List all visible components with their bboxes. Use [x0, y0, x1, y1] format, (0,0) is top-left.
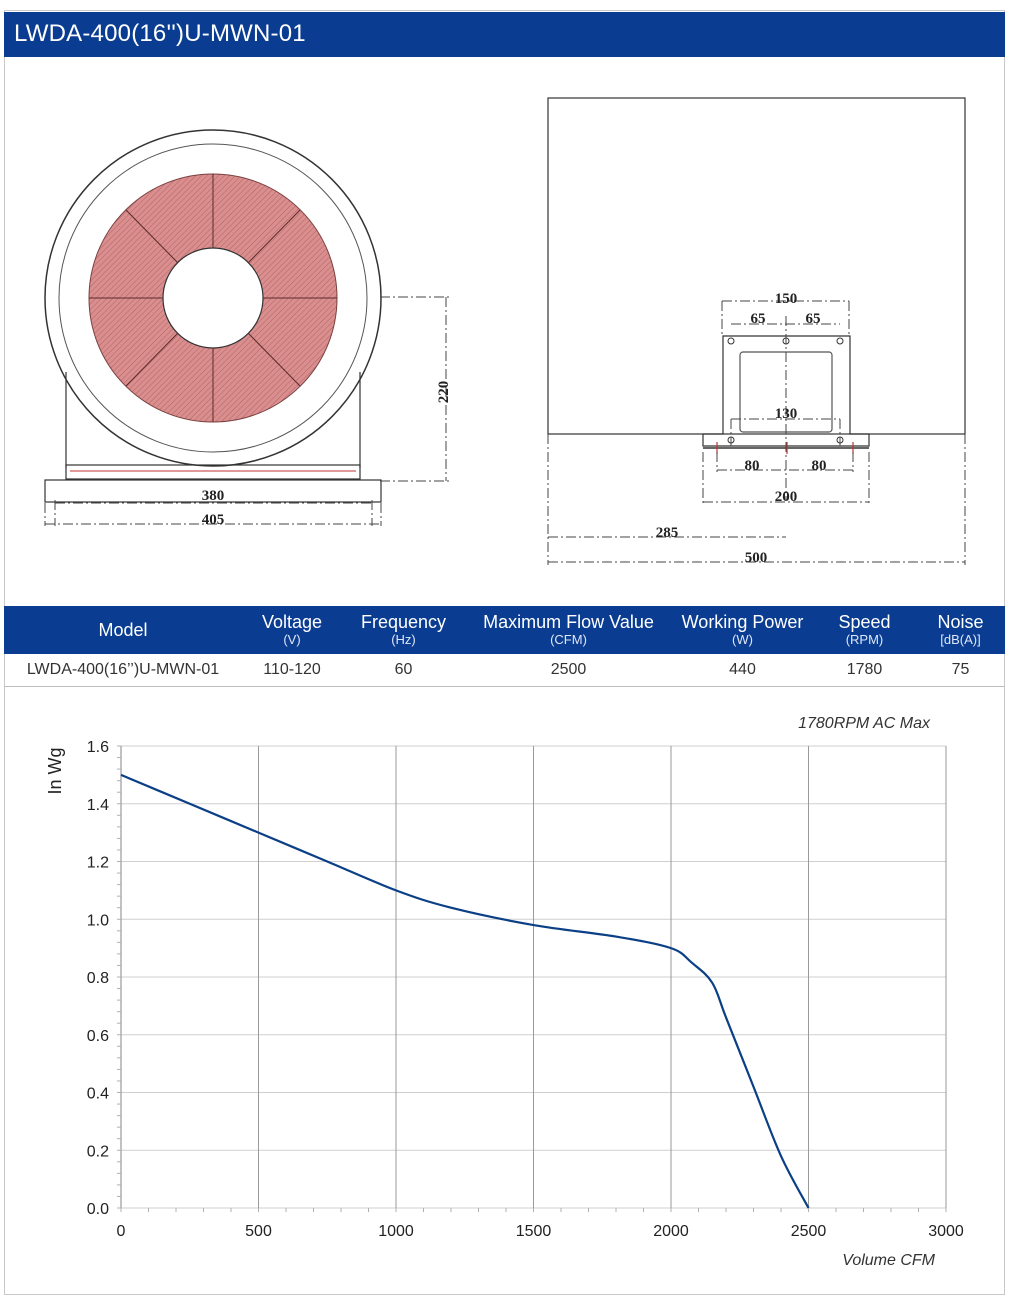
- side-bracket: [702, 335, 870, 447]
- chart-svg: 0.0 0.2 0.4 0.6 0.8 1.0 1.2 1.4 1.6 0 500 1000 1500 2…: [45, 715, 964, 1269]
- dim-height: 220: [436, 381, 452, 404]
- y-tick-label: 1.6: [87, 739, 109, 756]
- y-tick-label: 1.0: [87, 912, 109, 929]
- dim-top-right: 65: [806, 311, 821, 327]
- x-tick-label: 2000: [653, 1223, 689, 1240]
- front-view: 220 380 405: [44, 129, 452, 528]
- pressure-curve: [120, 773, 810, 1209]
- col-noise: Noise [dB(A)]: [916, 606, 1005, 654]
- spec-table: Model Voltage (V) Frequency (Hz) Maximum…: [4, 606, 1005, 687]
- side-body: [547, 97, 966, 435]
- y-tick-label: 0.2: [87, 1143, 109, 1160]
- dim-inner: 130: [775, 406, 798, 422]
- x-tick-label: 3000: [928, 1223, 964, 1240]
- y-tick-label: 0.4: [87, 1086, 109, 1103]
- x-tick-label: 0: [117, 1223, 126, 1240]
- cell-max-flow: 2500: [465, 654, 672, 687]
- chart-minor-ticks: [117, 745, 947, 1212]
- dim-top-span: 150: [775, 291, 798, 307]
- dim-offset: 285: [656, 525, 679, 541]
- fan-inner-ring: [58, 143, 368, 453]
- x-tick-label: 1500: [516, 1223, 552, 1240]
- dim-total: 500: [745, 550, 768, 566]
- x-axis-label: Volume CFM: [842, 1252, 935, 1269]
- col-frequency: Frequency (Hz): [342, 606, 465, 654]
- y-tick-label: 0.8: [87, 970, 109, 987]
- chart-tick-labels: 0.0 0.2 0.4 0.6 0.8 1.0 1.2 1.4 1.6 0 500 1000 1500 2…: [87, 739, 964, 1240]
- cell-voltage: 110-120: [242, 654, 342, 687]
- fan-outer-ring: [44, 129, 382, 467]
- dim-base: 200: [775, 489, 798, 505]
- col-speed: Speed (RPM): [813, 606, 916, 654]
- cell-model: LWDA-400(16’’)U-MWN-01: [4, 654, 242, 687]
- stand-rail: [65, 464, 361, 480]
- side-view: 150 65 65 130 80 80 200 285 500: [547, 97, 966, 566]
- base-plate: [44, 479, 382, 503]
- title-bar: LWDA-400(16'')U-MWN-01: [4, 12, 1005, 57]
- x-tick-label: 500: [245, 1223, 272, 1240]
- y-axis-label: In Wg: [45, 747, 65, 794]
- col-power: Working Power (W): [672, 606, 813, 654]
- dim-left-half: 80: [745, 458, 760, 474]
- y-tick-label: 0.6: [87, 1028, 109, 1045]
- col-max-flow: Maximum Flow Value (CFM): [465, 606, 672, 654]
- y-tick-label: 1.4: [87, 797, 109, 814]
- dim-top-left: 65: [751, 311, 766, 327]
- spec-table-header: Model Voltage (V) Frequency (Hz) Maximum…: [4, 606, 1005, 654]
- drawings-svg: 220 380 405: [44, 97, 966, 566]
- dim-right-half: 80: [812, 458, 827, 474]
- technical-drawings: 220 380 405: [0, 60, 1010, 605]
- chart-annotation: 1780RPM AC Max: [798, 715, 931, 732]
- col-model: Model: [4, 606, 242, 654]
- cell-noise: 75: [916, 654, 1005, 687]
- page-title: LWDA-400(16'')U-MWN-01: [14, 20, 306, 47]
- x-tick-label: 1000: [378, 1223, 414, 1240]
- x-tick-label: 2500: [791, 1223, 827, 1240]
- chart-series: [120, 773, 810, 1209]
- table-row: LWDA-400(16’’)U-MWN-01 110-120 60 2500 4…: [4, 654, 1005, 687]
- y-tick-label: 0.0: [87, 1201, 109, 1218]
- chart-grid: [120, 745, 947, 1209]
- dim-base-outer: 405: [202, 512, 225, 528]
- cell-power: 440: [672, 654, 813, 687]
- cell-speed: 1780: [813, 654, 916, 687]
- col-voltage: Voltage (V): [242, 606, 342, 654]
- dim-base-inner: 380: [202, 488, 225, 504]
- y-tick-label: 1.2: [87, 855, 109, 872]
- cell-frequency: 60: [342, 654, 465, 687]
- performance-chart: 0.0 0.2 0.4 0.6 0.8 1.0 1.2 1.4 1.6 0 500 1000 1500 2…: [0, 690, 1010, 1290]
- impeller-blades: [89, 174, 337, 422]
